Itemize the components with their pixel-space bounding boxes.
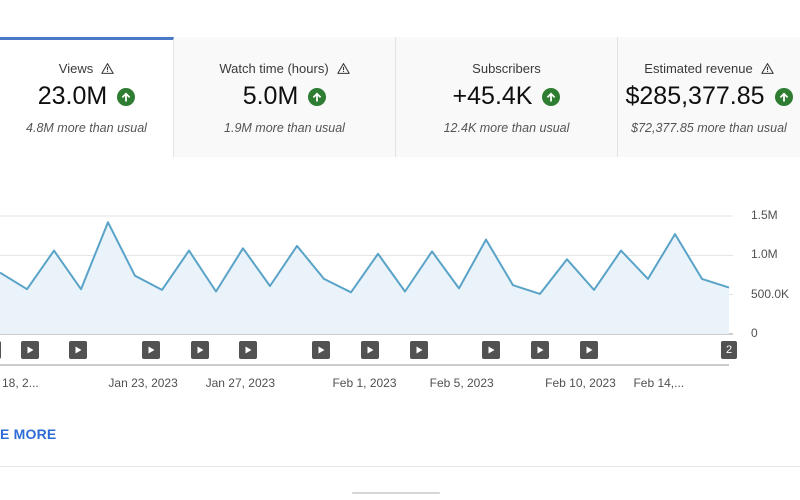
scroll-handle[interactable] (352, 492, 440, 494)
video-marker-icon[interactable] (579, 341, 598, 359)
revenue-label: Estimated revenue (644, 61, 753, 76)
x-tick-label: Feb 1, 2023 (332, 376, 397, 390)
warning-icon (760, 63, 774, 74)
x-tick-label: Jan 23, 2023 (108, 376, 178, 390)
up-arrow-icon (542, 87, 561, 106)
video-marker-icon[interactable] (360, 341, 379, 359)
divider (0, 466, 800, 467)
subscribers-value: +45.4K (452, 82, 533, 110)
up-arrow-icon (308, 87, 327, 106)
y-tick-label: 1.5M (751, 208, 778, 222)
warning-icon (101, 63, 114, 74)
video-marker-icon[interactable] (409, 341, 428, 359)
up-arrow-icon (774, 87, 793, 106)
views-card[interactable]: Views 23.0M 4.8M more than usual (0, 37, 174, 157)
card-label: Estimated revenue (618, 61, 800, 76)
x-tick-label: 18, 2... (2, 376, 39, 390)
video-marker-icon[interactable] (0, 341, 1, 359)
x-tick-label: Feb 10, 2023 (545, 376, 616, 390)
y-tick-label: 500.0K (751, 286, 790, 301)
subscribers-delta: 12.4K more than usual (443, 121, 570, 135)
video-marker-icon[interactable] (312, 341, 331, 359)
watch-time-delta: 1.9M more than usual (224, 121, 345, 135)
subscribers-label: Subscribers (472, 61, 541, 76)
card-label: Watch time (hours) (174, 61, 395, 76)
warning-icon (336, 63, 350, 74)
x-tick-label: Feb 14,... (633, 376, 685, 390)
revenue-value: $285,377.85 (625, 82, 765, 110)
views-area (0, 222, 729, 334)
up-arrow-icon (117, 87, 136, 106)
video-count-badge[interactable]: 2 (721, 341, 737, 359)
card-value-row: 23.0M (0, 82, 173, 111)
watch-time-label: Watch time (hours) (219, 61, 329, 76)
revenue-card[interactable]: Estimated revenue $285,377.85 $72,377.85… (618, 37, 800, 157)
views-line (0, 221, 730, 295)
see-more-button[interactable]: E MORE (0, 426, 57, 442)
x-tick-label: Jan 27, 2023 (205, 376, 275, 390)
card-value-row: 5.0M (174, 82, 395, 111)
card-label: Subscribers (396, 61, 617, 76)
subscribers-card[interactable]: Subscribers +45.4K 12.4K more than usual (396, 37, 618, 157)
revenue-delta: $72,377.85 more than usual (631, 121, 787, 135)
video-marker-icon[interactable] (190, 341, 209, 359)
views-value: 23.0M (37, 82, 108, 110)
views-delta: 4.8M more than usual (26, 121, 147, 135)
card-value-row: +45.4K (396, 82, 617, 111)
y-tick-label: 0 (751, 326, 758, 340)
metric-cards: Views 23.0M 4.8M more than usual Watch t… (0, 37, 800, 157)
video-marker-icon[interactable] (20, 341, 39, 359)
card-label: Views (0, 61, 173, 76)
video-marker-icon[interactable] (69, 341, 88, 359)
views-label: Views (58, 61, 94, 76)
video-marker-icon[interactable] (482, 341, 501, 359)
watch-time-value: 5.0M (242, 82, 299, 110)
video-marker-icon[interactable] (531, 341, 549, 359)
y-tick-label: 1.0M (751, 247, 778, 262)
card-value-row: $285,377.85 (618, 82, 800, 111)
x-tick-label: Feb 5, 2023 (429, 376, 494, 390)
video-marker-icon[interactable] (239, 341, 258, 359)
video-marker-icon[interactable] (142, 341, 161, 359)
watch-time-card[interactable]: Watch time (hours) 5.0M 1.9M more than u… (174, 37, 396, 157)
